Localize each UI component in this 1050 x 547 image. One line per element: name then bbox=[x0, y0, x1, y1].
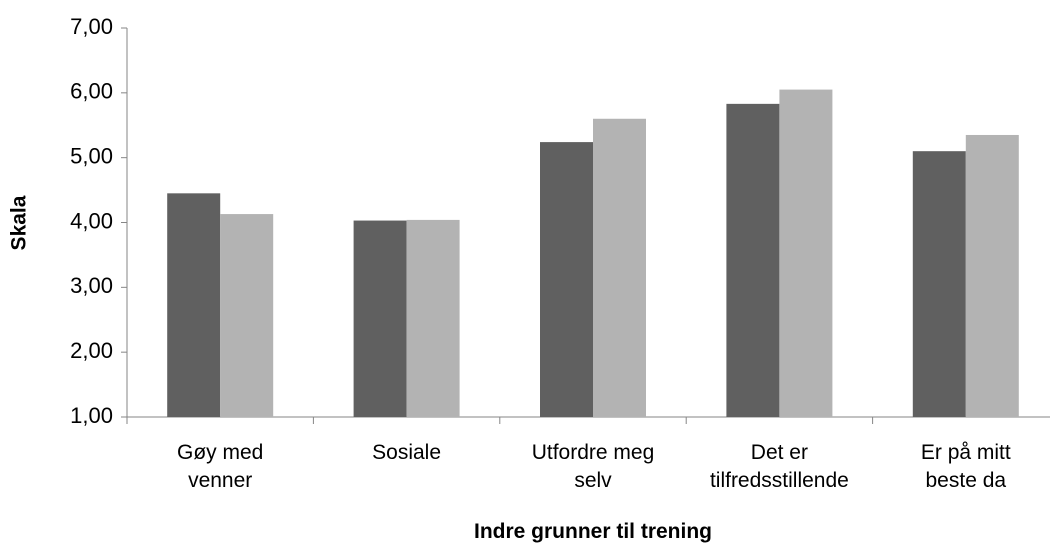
x-axis-title: Indre grunner til trening bbox=[473, 520, 712, 543]
bar bbox=[726, 103, 780, 417]
y-tick-label: 1,00 bbox=[70, 403, 113, 428]
bar bbox=[593, 118, 646, 418]
x-tick-label: Gøy med venner bbox=[177, 441, 264, 492]
y-tick-label: 3,00 bbox=[70, 273, 113, 298]
bar bbox=[220, 214, 274, 417]
x-tick-label: Det er tilfredsstillende bbox=[709, 441, 849, 492]
bar bbox=[912, 151, 966, 417]
y-tick-label: 4,00 bbox=[70, 208, 113, 233]
y-axis-title: Skala bbox=[8, 195, 31, 250]
bar bbox=[779, 89, 833, 417]
y-tick-label: 7,00 bbox=[70, 14, 113, 39]
bar bbox=[406, 219, 460, 417]
y-tick-label: 2,00 bbox=[70, 338, 113, 363]
y-tick-label: 6,00 bbox=[70, 79, 113, 104]
bar bbox=[540, 142, 593, 417]
bar bbox=[965, 134, 1019, 417]
x-tick-label: Er på mitt beste da bbox=[920, 441, 1011, 492]
x-tick-label: Utfordre meg selv bbox=[531, 441, 655, 492]
x-tick-label: Sosiale bbox=[372, 441, 442, 464]
bar bbox=[167, 193, 221, 417]
bar bbox=[353, 220, 407, 417]
y-tick-label: 5,00 bbox=[70, 143, 113, 168]
